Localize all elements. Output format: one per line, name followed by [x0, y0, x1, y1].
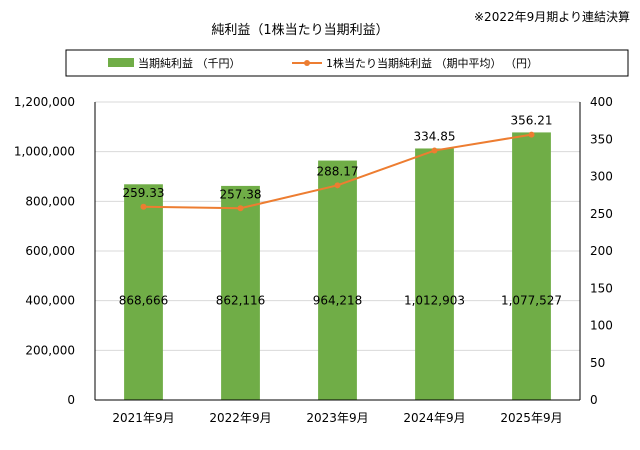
bar-data-label: 1,077,527	[501, 294, 562, 308]
eps-point	[140, 203, 147, 210]
bar-data-label: 862,116	[216, 294, 266, 308]
right-tick-label: 350	[590, 132, 613, 146]
left-tick-label: 800,000	[25, 194, 75, 208]
eps-point	[528, 131, 535, 138]
right-tick-label: 300	[590, 170, 613, 184]
x-tick-label: 2024年9月	[403, 411, 465, 425]
bar-data-label: 868,666	[119, 294, 169, 308]
eps-point	[237, 205, 244, 212]
right-tick-label: 250	[590, 207, 613, 221]
bar	[124, 184, 163, 400]
right-tick-label: 0	[590, 393, 598, 407]
right-tick-label: 400	[590, 95, 613, 109]
line-series: 259.33 257.38 288.17 334.85 356.21	[123, 114, 553, 212]
legend-bar-label: 当期純利益 （千円）	[138, 56, 241, 70]
left-tick-label: 400,000	[25, 294, 75, 308]
eps-data-label: 288.17	[317, 164, 359, 178]
eps-point	[431, 147, 438, 154]
left-axis-ticks: 0 200,000 400,000 600,000 800,000 1,000,000 1,…	[14, 95, 75, 407]
x-tick-label: 2023年9月	[306, 411, 368, 425]
legend-line-marker	[304, 60, 310, 66]
left-tick-label: 0	[67, 393, 75, 407]
eps-point	[334, 182, 341, 189]
chart-note: ※2022年9月期より連結決算	[474, 9, 630, 24]
bar	[415, 148, 454, 400]
bar	[221, 185, 260, 400]
right-tick-label: 50	[590, 356, 605, 370]
bar-data-label: 964,218	[313, 294, 363, 308]
legend-bar-swatch	[108, 58, 134, 67]
left-tick-label: 600,000	[25, 244, 75, 258]
x-tick-label: 2022年9月	[209, 411, 271, 425]
left-tick-label: 200,000	[25, 343, 75, 357]
chart-title: 純利益（1株当たり当期利益）	[211, 23, 388, 38]
bar	[318, 160, 357, 400]
legend-line-label: 1株当たり当期純利益 （期中平均） （円）	[326, 56, 538, 70]
right-tick-label: 200	[590, 244, 613, 258]
eps-data-label: 259.33	[123, 186, 165, 200]
bar-series: 868,666 862,116 964,218 1,012,903 1,077,527	[119, 132, 562, 400]
bar-data-label: 1,012,903	[404, 294, 465, 308]
legend-box	[65, 49, 629, 77]
bar	[512, 132, 551, 400]
eps-data-label: 257.38	[220, 187, 262, 201]
right-tick-label: 150	[590, 281, 613, 295]
eps-data-label: 356.21	[511, 114, 553, 128]
right-tick-label: 100	[590, 319, 613, 333]
x-tick-label: 2025年9月	[500, 411, 562, 425]
left-tick-label: 1,200,000	[14, 95, 75, 109]
right-axis-ticks: 0 50 100 150 200 250 300 350 400	[590, 95, 613, 407]
eps-data-label: 334.85	[414, 130, 456, 144]
axes	[94, 102, 581, 401]
x-tick-label: 2021年9月	[112, 411, 174, 425]
x-axis-labels: 2021年9月 2022年9月 2023年9月 2024年9月 2025年9月	[112, 411, 562, 425]
left-tick-label: 1,000,000	[14, 145, 75, 159]
